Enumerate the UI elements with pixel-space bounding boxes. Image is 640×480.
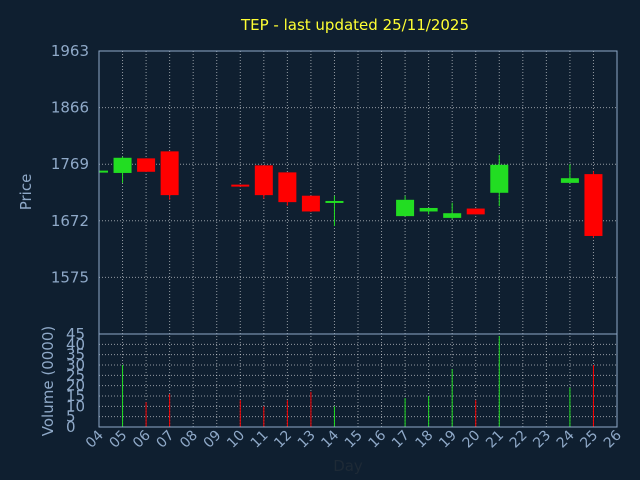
x-tick-label: 12	[271, 428, 295, 452]
x-tick-label: 26	[601, 427, 625, 451]
x-tick-label: 24	[554, 427, 578, 451]
volume-tick-label: 40	[66, 335, 85, 353]
x-tick-label: 14	[318, 427, 342, 451]
candle-body	[490, 164, 509, 193]
volume-bars-layer	[122, 336, 594, 427]
price-axis-label: Price	[17, 174, 35, 211]
x-tick-label: 05	[106, 428, 130, 452]
x-tick-label: 19	[436, 428, 460, 452]
price-tick-label: 1769	[51, 155, 89, 173]
x-tick-label: 10	[224, 428, 248, 452]
x-tick-label: 20	[460, 428, 484, 452]
x-tick-label: 09	[201, 428, 225, 452]
volume-tick-label: 0	[66, 418, 76, 436]
volume-panel-frame	[98, 333, 618, 428]
volume-tick-label: 15	[66, 387, 85, 405]
candle-body	[99, 170, 108, 173]
x-tick-label: 11	[248, 428, 272, 452]
x-tick-label: 16	[365, 427, 389, 451]
price-tick-label: 1866	[51, 99, 89, 117]
x-tick-label: 07	[154, 428, 178, 452]
price-tick-label: 1672	[51, 212, 89, 230]
x-tick-label: 23	[530, 428, 554, 452]
x-axis-label: Day	[333, 457, 363, 475]
frame-layer	[98, 50, 618, 428]
x-tick-label: 18	[413, 428, 437, 452]
grid-layer	[98, 50, 618, 428]
candle-body	[278, 172, 297, 203]
volume-tick-label: 35	[66, 346, 85, 364]
candles-layer	[99, 151, 603, 238]
x-tick-label: 15	[342, 428, 366, 452]
x-tick-label: 17	[389, 428, 413, 452]
tick-labels-layer: 1963186617691672157545403530252015105004…	[51, 42, 625, 451]
volume-axis-label: Volume (0000)	[39, 326, 57, 436]
candle-body	[419, 207, 438, 212]
candle-body	[325, 200, 344, 203]
x-tick-label: 13	[295, 428, 319, 452]
candle-body	[466, 208, 485, 215]
candle-body	[584, 174, 603, 236]
x-tick-label: 25	[577, 428, 601, 452]
volume-tick-label: 45	[66, 325, 85, 343]
x-tick-label: 06	[130, 427, 154, 451]
candle-body	[254, 165, 273, 196]
candle-body	[160, 151, 179, 196]
volume-tick-label: 10	[66, 397, 85, 415]
candle-body	[301, 195, 320, 212]
candle-body	[231, 184, 250, 187]
x-tick-label: 21	[483, 428, 507, 452]
volume-tick-label: 30	[66, 356, 85, 374]
x-tick-label: 08	[177, 428, 201, 452]
candle-body	[443, 213, 462, 218]
volume-tick-label: 25	[66, 366, 85, 384]
candle-body	[137, 158, 156, 172]
price-tick-label: 1575	[51, 268, 89, 286]
candle-body	[560, 178, 579, 183]
volume-tick-label: 5	[66, 408, 76, 426]
chart-title: TEP - last updated 25/11/2025	[240, 16, 469, 34]
price-tick-label: 1963	[51, 42, 89, 60]
x-tick-label: 04	[83, 427, 107, 451]
volume-tick-label: 20	[66, 377, 85, 395]
candle-body	[396, 199, 415, 217]
candle-body	[113, 157, 132, 173]
x-tick-label: 22	[507, 428, 531, 452]
